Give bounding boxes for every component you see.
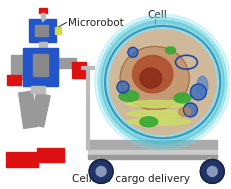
Bar <box>33 54 49 76</box>
Text: Cellular cargo delivery: Cellular cargo delivery <box>72 174 190 184</box>
Circle shape <box>89 160 113 183</box>
Ellipse shape <box>101 20 224 144</box>
Bar <box>88 149 217 156</box>
Circle shape <box>117 81 129 93</box>
Bar <box>23 48 58 86</box>
Bar <box>30 93 50 127</box>
Bar <box>29 19 56 42</box>
Bar <box>6 152 38 167</box>
Ellipse shape <box>197 76 208 96</box>
Ellipse shape <box>166 47 176 54</box>
Ellipse shape <box>127 118 190 125</box>
Ellipse shape <box>119 91 139 101</box>
Circle shape <box>207 167 217 176</box>
Ellipse shape <box>140 68 162 88</box>
Ellipse shape <box>95 14 231 150</box>
Ellipse shape <box>127 110 190 117</box>
Circle shape <box>128 47 138 57</box>
Ellipse shape <box>174 93 191 103</box>
Ellipse shape <box>140 117 158 127</box>
Bar <box>41 13 45 19</box>
Circle shape <box>183 103 198 117</box>
Text: Cell: Cell <box>148 10 167 20</box>
Bar <box>31 86 45 93</box>
Bar <box>72 62 86 78</box>
Bar <box>19 91 37 128</box>
Bar <box>55 26 61 34</box>
Ellipse shape <box>98 18 227 147</box>
Bar <box>35 25 49 36</box>
Bar <box>88 155 217 159</box>
Bar <box>7 75 21 85</box>
Text: Microrobot: Microrobot <box>68 18 124 28</box>
Ellipse shape <box>179 107 190 116</box>
Ellipse shape <box>120 46 189 110</box>
Circle shape <box>200 160 224 183</box>
Bar <box>39 8 46 13</box>
Ellipse shape <box>127 101 190 107</box>
Bar <box>39 42 46 48</box>
Bar <box>58 58 76 68</box>
Ellipse shape <box>133 55 173 93</box>
Bar <box>36 148 64 162</box>
Bar <box>88 140 217 149</box>
Bar <box>11 55 23 79</box>
Circle shape <box>96 167 106 176</box>
Ellipse shape <box>109 30 216 135</box>
Circle shape <box>190 84 206 100</box>
Ellipse shape <box>104 25 222 140</box>
